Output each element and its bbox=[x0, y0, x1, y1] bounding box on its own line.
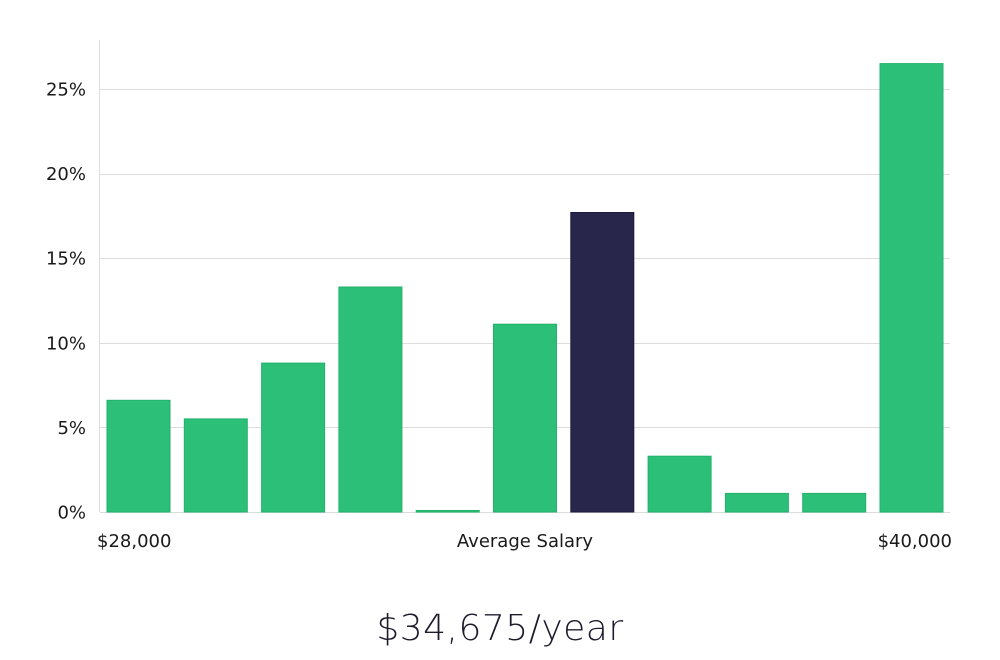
bar bbox=[647, 455, 712, 513]
average-salary-value: $34,675/year bbox=[376, 608, 624, 649]
y-tick-label: 15% bbox=[46, 249, 86, 270]
x-label-min: $28,000 bbox=[97, 531, 171, 552]
bar bbox=[493, 323, 557, 513]
y-tick-label: 5% bbox=[57, 418, 86, 439]
bar bbox=[183, 418, 248, 513]
bar bbox=[724, 492, 789, 513]
x-label-max: $40,000 bbox=[878, 531, 952, 552]
bar bbox=[261, 362, 326, 513]
bar bbox=[338, 286, 403, 513]
x-label-center: Average Salary bbox=[457, 531, 594, 552]
bar bbox=[415, 510, 480, 513]
salary-distribution-chart: 0%5%10%15%20%25% $28,000 Average Salary … bbox=[46, 40, 952, 552]
bar bbox=[106, 399, 171, 513]
bar bbox=[879, 63, 944, 513]
y-axis-ticks: 0% 5% 10% 15% 20% 25% bbox=[46, 80, 86, 524]
chart-bars bbox=[106, 63, 944, 513]
y-tick-label: 0% bbox=[57, 503, 86, 524]
y-tick-label: 25% bbox=[46, 80, 86, 101]
bar-highlighted bbox=[570, 212, 635, 513]
y-tick-label: 10% bbox=[46, 333, 86, 354]
bar bbox=[802, 492, 867, 513]
y-tick-label: 20% bbox=[46, 164, 86, 185]
